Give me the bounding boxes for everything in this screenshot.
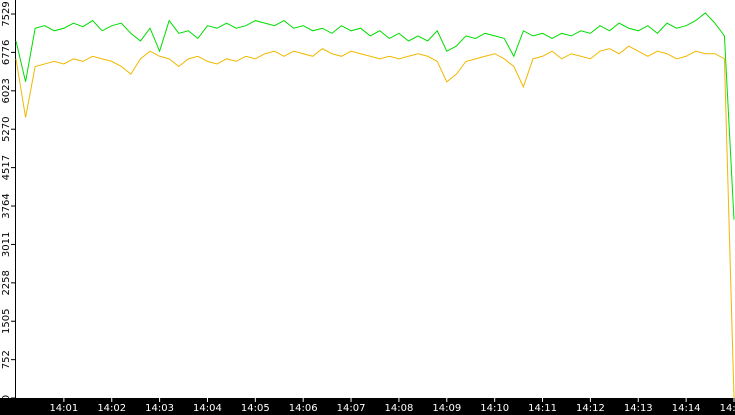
x-axis-band	[0, 398, 735, 415]
x-tick-label: 14:02	[97, 403, 126, 414]
series-line	[15, 45, 735, 399]
y-tick-label: 0	[1, 395, 12, 401]
x-tick-label: 14:11	[528, 403, 557, 414]
x-tick-label: 14:07	[337, 403, 366, 414]
x-tick-label: 14:08	[385, 403, 414, 414]
series-line	[15, 12, 735, 220]
x-tick-label: 14:03	[145, 403, 174, 414]
y-tick-label: 5270	[1, 116, 12, 141]
y-tick-label: 3764	[1, 193, 12, 218]
y-tick-label: 6776	[1, 40, 12, 65]
y-tick-label: 6023	[1, 78, 12, 103]
x-tick-label: 14:14	[672, 403, 701, 414]
y-tick-label: 3011	[1, 232, 12, 257]
y-tick-label: 4517	[1, 155, 12, 180]
x-tick-label: 14:05	[241, 403, 270, 414]
y-tick-label: 752	[1, 350, 12, 369]
x-tick-label: 14:10	[480, 403, 509, 414]
y-tick-label: 1505	[1, 309, 12, 334]
x-tick-label: 14:09	[432, 403, 461, 414]
x-tick-label: 14:15	[720, 403, 735, 414]
x-tick-label: 14:13	[624, 403, 653, 414]
y-tick-label: 2258	[1, 270, 12, 295]
x-tick-label: 14:12	[576, 403, 605, 414]
x-tick-label: 14:04	[193, 403, 222, 414]
x-tick-label: 14:06	[289, 403, 318, 414]
x-tick-label: 14:01	[49, 403, 78, 414]
y-tick-label: 7529	[1, 1, 12, 26]
